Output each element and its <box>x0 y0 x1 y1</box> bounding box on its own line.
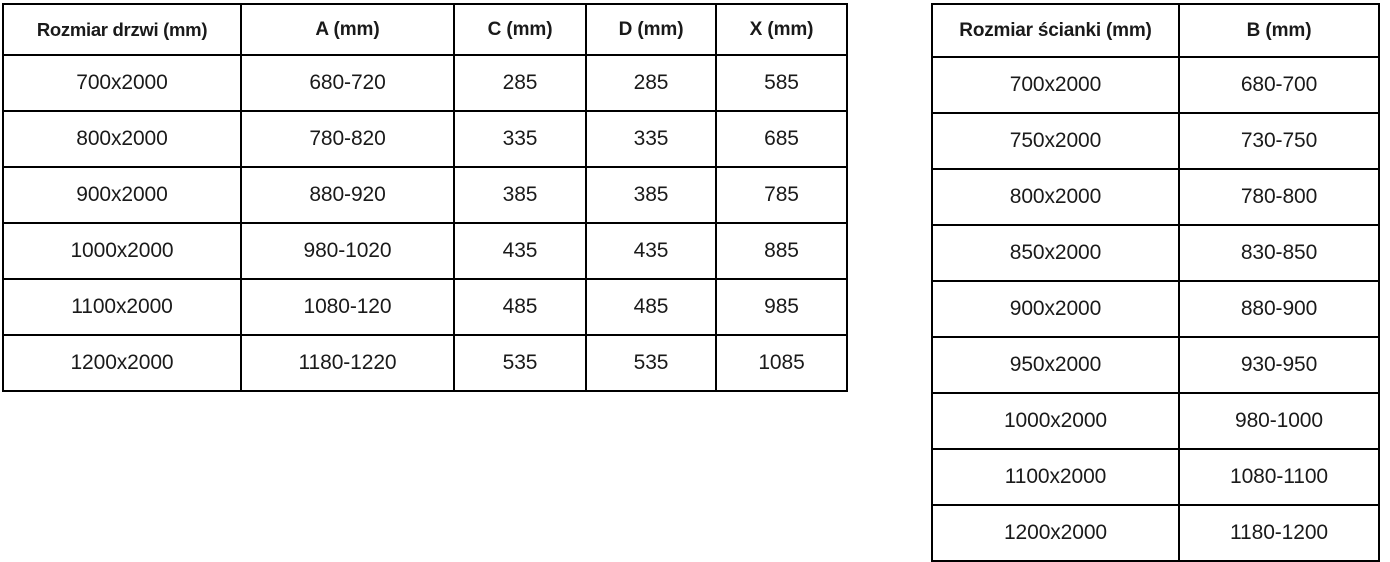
cell-wall-size: 750x2000 <box>931 112 1180 170</box>
cell-a: 780-820 <box>240 110 455 168</box>
column-header-door-size: Rozmiar drzwi (mm) <box>2 3 242 56</box>
cell-a: 680-720 <box>240 54 455 112</box>
cell-c: 485 <box>453 278 587 336</box>
table-row: 750x2000 730-750 <box>931 112 1380 170</box>
cell-c: 435 <box>453 222 587 280</box>
cell-wall-size: 700x2000 <box>931 56 1180 114</box>
cell-b: 830-850 <box>1178 224 1380 282</box>
cell-door-size: 1000x2000 <box>2 222 242 280</box>
table-row: 800x2000 780-820 335 335 685 <box>2 110 848 168</box>
cell-wall-size: 900x2000 <box>931 280 1180 338</box>
column-header-c: C (mm) <box>453 3 587 56</box>
cell-a: 1180-1220 <box>240 334 455 392</box>
table-row: 950x2000 930-950 <box>931 336 1380 394</box>
cell-b: 1080-1100 <box>1178 448 1380 506</box>
table-row: 850x2000 830-850 <box>931 224 1380 282</box>
table-header-row: Rozmiar ścianki (mm) B (mm) <box>931 3 1380 58</box>
wall-panel-dimensions-table: Rozmiar ścianki (mm) B (mm) 700x2000 680… <box>931 3 1380 562</box>
table-row: 700x2000 680-720 285 285 585 <box>2 54 848 112</box>
cell-b: 680-700 <box>1178 56 1380 114</box>
table-row: 1100x2000 1080-120 485 485 985 <box>2 278 848 336</box>
table-row: 700x2000 680-700 <box>931 56 1380 114</box>
table-header-row: Rozmiar drzwi (mm) A (mm) C (mm) D (mm) … <box>2 3 848 56</box>
cell-d: 335 <box>585 110 717 168</box>
cell-x: 985 <box>715 278 848 336</box>
cell-a: 880-920 <box>240 166 455 224</box>
cell-b: 780-800 <box>1178 168 1380 226</box>
cell-door-size: 800x2000 <box>2 110 242 168</box>
table-row: 800x2000 780-800 <box>931 168 1380 226</box>
cell-c: 385 <box>453 166 587 224</box>
table-row: 1100x2000 1080-1100 <box>931 448 1380 506</box>
table-row: 900x2000 880-900 <box>931 280 1380 338</box>
table-row: 900x2000 880-920 385 385 785 <box>2 166 848 224</box>
cell-b: 1180-1200 <box>1178 504 1380 562</box>
cell-x: 885 <box>715 222 848 280</box>
table-row: 1200x2000 1180-1220 535 535 1085 <box>2 334 848 392</box>
cell-b: 730-750 <box>1178 112 1380 170</box>
cell-b: 880-900 <box>1178 280 1380 338</box>
cell-door-size: 700x2000 <box>2 54 242 112</box>
cell-wall-size: 850x2000 <box>931 224 1180 282</box>
table-row: 1000x2000 980-1000 <box>931 392 1380 450</box>
column-header-a: A (mm) <box>240 3 455 56</box>
cell-door-size: 900x2000 <box>2 166 242 224</box>
cell-wall-size: 800x2000 <box>931 168 1180 226</box>
cell-wall-size: 1100x2000 <box>931 448 1180 506</box>
cell-d: 285 <box>585 54 717 112</box>
cell-x: 685 <box>715 110 848 168</box>
cell-c: 535 <box>453 334 587 392</box>
column-header-d: D (mm) <box>585 3 717 56</box>
column-header-x: X (mm) <box>715 3 848 56</box>
cell-wall-size: 1200x2000 <box>931 504 1180 562</box>
cell-x: 585 <box>715 54 848 112</box>
cell-wall-size: 950x2000 <box>931 336 1180 394</box>
cell-d: 385 <box>585 166 717 224</box>
cell-d: 485 <box>585 278 717 336</box>
column-header-wall-size: Rozmiar ścianki (mm) <box>931 3 1180 58</box>
cell-d: 435 <box>585 222 717 280</box>
cell-x: 785 <box>715 166 848 224</box>
spec-tables-sheet: Rozmiar drzwi (mm) A (mm) C (mm) D (mm) … <box>2 3 1380 562</box>
table-row: 1200x2000 1180-1200 <box>931 504 1380 562</box>
cell-x: 1085 <box>715 334 848 392</box>
doors-dimensions-table: Rozmiar drzwi (mm) A (mm) C (mm) D (mm) … <box>2 3 848 392</box>
cell-b: 980-1000 <box>1178 392 1380 450</box>
cell-wall-size: 1000x2000 <box>931 392 1180 450</box>
cell-c: 335 <box>453 110 587 168</box>
cell-a: 980-1020 <box>240 222 455 280</box>
cell-c: 285 <box>453 54 587 112</box>
cell-door-size: 1100x2000 <box>2 278 242 336</box>
column-header-b: B (mm) <box>1178 3 1380 58</box>
table-row: 1000x2000 980-1020 435 435 885 <box>2 222 848 280</box>
cell-b: 930-950 <box>1178 336 1380 394</box>
cell-a: 1080-120 <box>240 278 455 336</box>
cell-door-size: 1200x2000 <box>2 334 242 392</box>
cell-d: 535 <box>585 334 717 392</box>
